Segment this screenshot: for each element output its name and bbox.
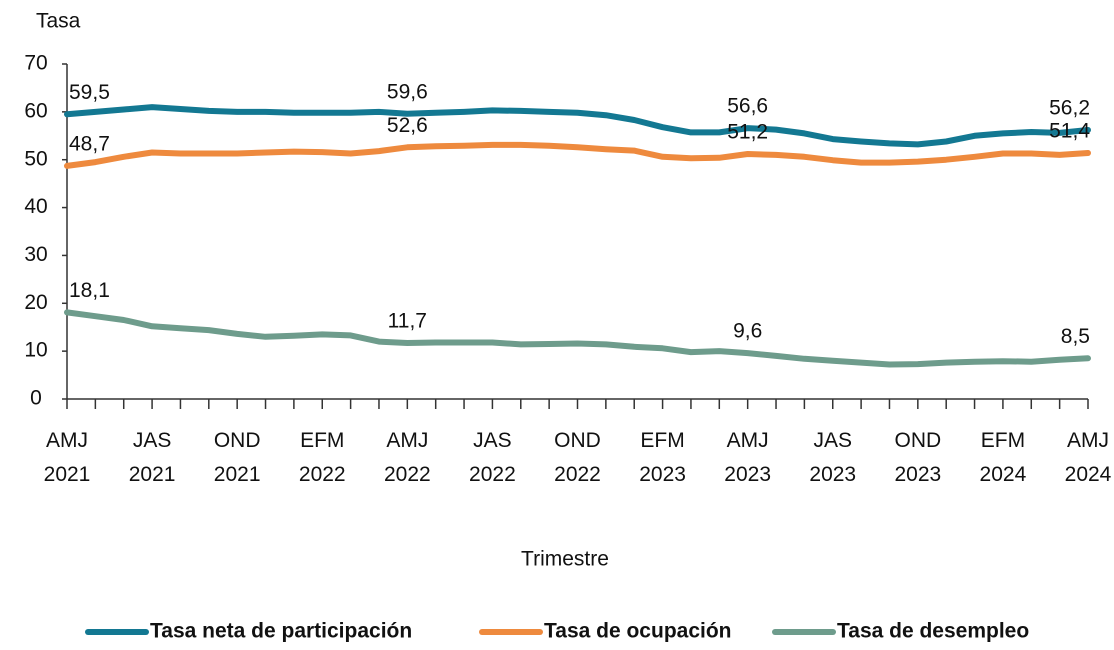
x-tick-label-line: 2022 [384,463,431,486]
x-tick-label: OND 2021 [214,429,261,486]
y-tick-label: 10 [24,339,47,362]
data-label: 11,7 [388,310,427,333]
data-label: 8,5 [1061,325,1090,348]
x-tick-label-line: 2021 [44,463,91,486]
x-tick-label-line: EFM [640,429,684,452]
x-tick-label: EFM 2022 [299,429,346,486]
x-tick-label-line: JAS [473,429,512,452]
x-tick-label-line: 2022 [554,463,601,486]
legend-label: Tasa neta de participación [150,620,412,643]
x-tick-label: EFM 2023 [639,429,686,486]
x-tick-label-line: 2023 [894,463,941,486]
x-tick-label-line: 2021 [129,463,176,486]
x-tick-label-line: JAS [133,429,172,452]
data-label: 18,1 [69,279,110,302]
x-tick-label-line: 2021 [214,463,261,486]
x-tick-label: JAS 2022 [469,429,516,486]
y-tick-label: 40 [24,195,47,218]
x-tick-label-line: OND [554,429,601,452]
x-tick-label-line: 2022 [469,463,516,486]
x-tick-label-line: 2022 [299,463,346,486]
x-tick-label-line: 2023 [809,463,856,486]
legend-label: Tasa de desempleo [837,620,1029,643]
x-tick-label-line: EFM [981,429,1025,452]
data-label: 59,6 [387,80,428,103]
x-tick-label: AMJ 2024 [1065,429,1112,486]
legend-label: Tasa de ocupación [544,620,732,643]
x-tick-label-line: OND [214,429,261,452]
x-tick-label-line: OND [894,429,941,452]
x-tick-label: OND 2022 [554,429,601,486]
data-label: 9,6 [733,320,762,343]
x-tick-label: JAS 2021 [129,429,176,486]
data-label: 51,4 [1049,120,1090,143]
series-line [64,309,1091,368]
x-tick-label-line: AMJ [727,429,769,452]
x-tick-label: AMJ 2021 [44,429,91,486]
x-tick-label: JAS 2023 [809,429,856,486]
data-label: 56,2 [1049,97,1090,120]
x-tick-label-line: AMJ [386,429,428,452]
x-tick-label: OND 2023 [894,429,941,486]
x-tick-label-line: 2023 [639,463,686,486]
x-tick-label-line: AMJ [46,429,88,452]
x-tick-label: AMJ 2023 [724,429,771,486]
y-tick-label: 0 [30,387,42,410]
data-label: 48,7 [69,132,110,155]
data-label: 51,2 [727,121,768,144]
y-tick-label: 30 [24,243,47,266]
x-tick-label-line: 2023 [724,463,771,486]
x-tick-label-line: AMJ [1067,429,1109,452]
y-tick-label: 70 [24,52,47,75]
x-tick-label-line: 2024 [980,463,1027,486]
y-tick-label: 60 [24,99,47,122]
y-tick-label: 50 [24,147,47,170]
y-axis-title: Tasa [36,10,81,33]
x-tick-label-line: JAS [813,429,852,452]
data-label: 56,6 [727,95,768,118]
data-label: 59,5 [69,81,110,104]
data-label: 52,6 [387,114,428,137]
y-tick-label: 20 [24,291,47,314]
x-tick-label: AMJ 2022 [384,429,431,486]
x-tick-label-line: EFM [300,429,344,452]
x-axis-title: Trimestre [521,548,609,571]
series-line [64,104,1091,148]
series-line [64,141,1091,169]
x-tick-label-line: 2024 [1065,463,1112,486]
x-tick-label: EFM 2024 [980,429,1027,486]
